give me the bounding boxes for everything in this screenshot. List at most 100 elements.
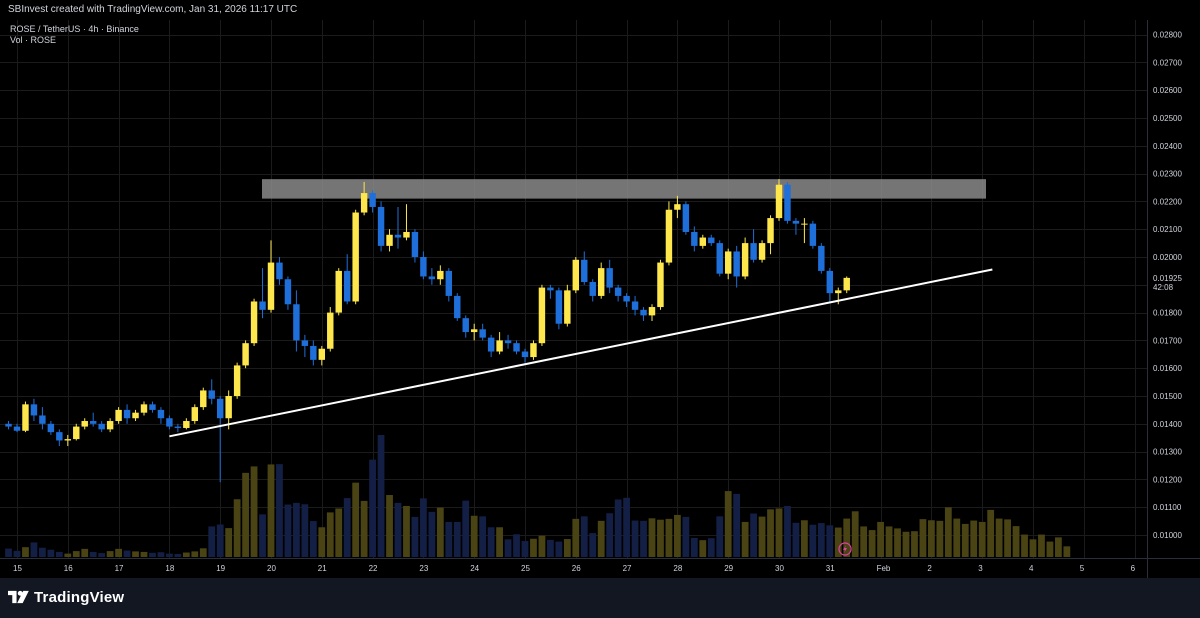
candle-body <box>682 204 690 232</box>
volume-bar <box>470 515 478 557</box>
volume-bar <box>89 551 97 557</box>
time-tick-label: 25 <box>521 564 530 573</box>
volume-bar <box>944 507 952 557</box>
volume-bar <box>199 548 207 557</box>
candle <box>691 226 698 252</box>
candle <box>200 387 207 410</box>
candle-body <box>276 262 283 280</box>
candle-body <box>775 184 783 219</box>
candle-body <box>166 418 173 427</box>
volume-bar <box>936 520 944 557</box>
candle <box>657 259 664 310</box>
volume-bar <box>682 516 690 557</box>
candle-body <box>835 290 842 294</box>
top-bar: SBInvest created with TradingView.com, J… <box>0 0 1200 20</box>
candle <box>606 259 613 294</box>
candle <box>89 412 97 427</box>
volume-bar <box>1055 537 1062 557</box>
time-tick-label: 18 <box>165 564 174 573</box>
candle-body <box>496 340 503 352</box>
volume-bar <box>902 531 910 557</box>
price-tick-label: 0.02100 <box>1153 225 1182 234</box>
volume-bar <box>851 511 859 557</box>
volume-bar <box>580 516 588 557</box>
volume-bar <box>462 500 470 557</box>
volume-bar <box>631 520 639 557</box>
price-tick-label: 0.02600 <box>1153 86 1182 95</box>
volume-bar <box>411 516 419 557</box>
candle-body <box>504 340 512 344</box>
volume-bar <box>911 531 918 557</box>
candle-body <box>792 220 800 224</box>
candle-body <box>318 348 326 360</box>
price-tick-label: 0.02300 <box>1153 170 1182 179</box>
time-tick-label: 21 <box>318 564 327 573</box>
volume-bar <box>453 521 461 557</box>
candle <box>716 240 723 277</box>
candle-body <box>301 340 309 346</box>
candle <box>73 423 80 441</box>
volume-bar <box>555 541 563 557</box>
time-tick-label: 20 <box>267 564 276 573</box>
candle-body <box>13 426 21 431</box>
candle <box>56 429 63 447</box>
candle-body <box>89 421 97 424</box>
volume-bar <box>1063 546 1071 557</box>
volume-bar <box>250 466 258 557</box>
volume-bar <box>140 551 148 557</box>
volume-bar <box>318 527 326 557</box>
candle-body <box>284 279 292 305</box>
chart-legend[interactable]: ROSE / TetherUS · 4h · Binance Vol · ROS… <box>10 24 139 46</box>
volume-bar <box>741 521 749 557</box>
volume-bar <box>132 551 139 557</box>
candle <box>724 248 732 280</box>
candle-body <box>699 237 707 246</box>
candle <box>132 409 139 422</box>
volume-bar <box>343 498 351 557</box>
candle-body <box>521 351 529 358</box>
candle-body <box>259 301 266 310</box>
volume-bar <box>640 520 647 557</box>
candle-body <box>81 421 88 427</box>
volume-bar <box>657 519 664 557</box>
time-tick-label: 23 <box>419 564 428 573</box>
tradingview-brand[interactable]: TradingView <box>8 588 124 606</box>
candle-body <box>826 270 834 294</box>
candle <box>5 421 12 430</box>
candle-body <box>420 257 427 277</box>
volume-bar <box>775 508 783 557</box>
candle-body <box>360 193 368 213</box>
volume-legend[interactable]: Vol · ROSE <box>10 35 57 45</box>
candle <box>843 276 850 294</box>
volume-bar <box>166 553 173 557</box>
volume-bar <box>394 502 402 557</box>
volume-bar <box>216 524 224 557</box>
brand-name: TradingView <box>34 588 125 606</box>
volume-bar <box>987 509 995 557</box>
volume-bar <box>106 551 114 557</box>
candle <box>191 404 199 424</box>
volume-bar <box>157 552 165 557</box>
volume-bar <box>690 537 698 557</box>
volume-bar <box>792 522 800 557</box>
trendline-layer[interactable] <box>169 268 993 438</box>
volume-bar <box>801 520 808 557</box>
candle <box>106 418 114 433</box>
candle-body <box>691 231 698 246</box>
flash-icon[interactable] <box>838 542 852 556</box>
last-price-value: 0.01925 <box>1153 274 1182 283</box>
candle-body <box>555 290 563 324</box>
candle-body <box>716 243 723 274</box>
candle <box>530 340 537 360</box>
candle <box>403 204 410 241</box>
price-axis[interactable]: 0.02800 0.02700 0.02600 0.02500 0.02400 0.023… <box>1153 31 1182 540</box>
candle-body <box>657 262 664 308</box>
volume-bar <box>606 513 614 557</box>
price-chart[interactable]: 0.02800 0.02700 0.02600 0.02500 0.02400 0.023… <box>0 0 1200 578</box>
time-axis[interactable]: 15 16 17 18 19 20 21 22 23 24 25 26 27 28 29 30 31 Feb 2 3 4… <box>13 564 1136 573</box>
candle <box>98 421 105 433</box>
symbol-legend[interactable]: ROSE / TetherUS · 4h · Binance <box>10 24 139 34</box>
price-tick-label: 0.02700 <box>1153 58 1182 67</box>
candle <box>504 334 512 349</box>
candle-body <box>191 407 199 422</box>
